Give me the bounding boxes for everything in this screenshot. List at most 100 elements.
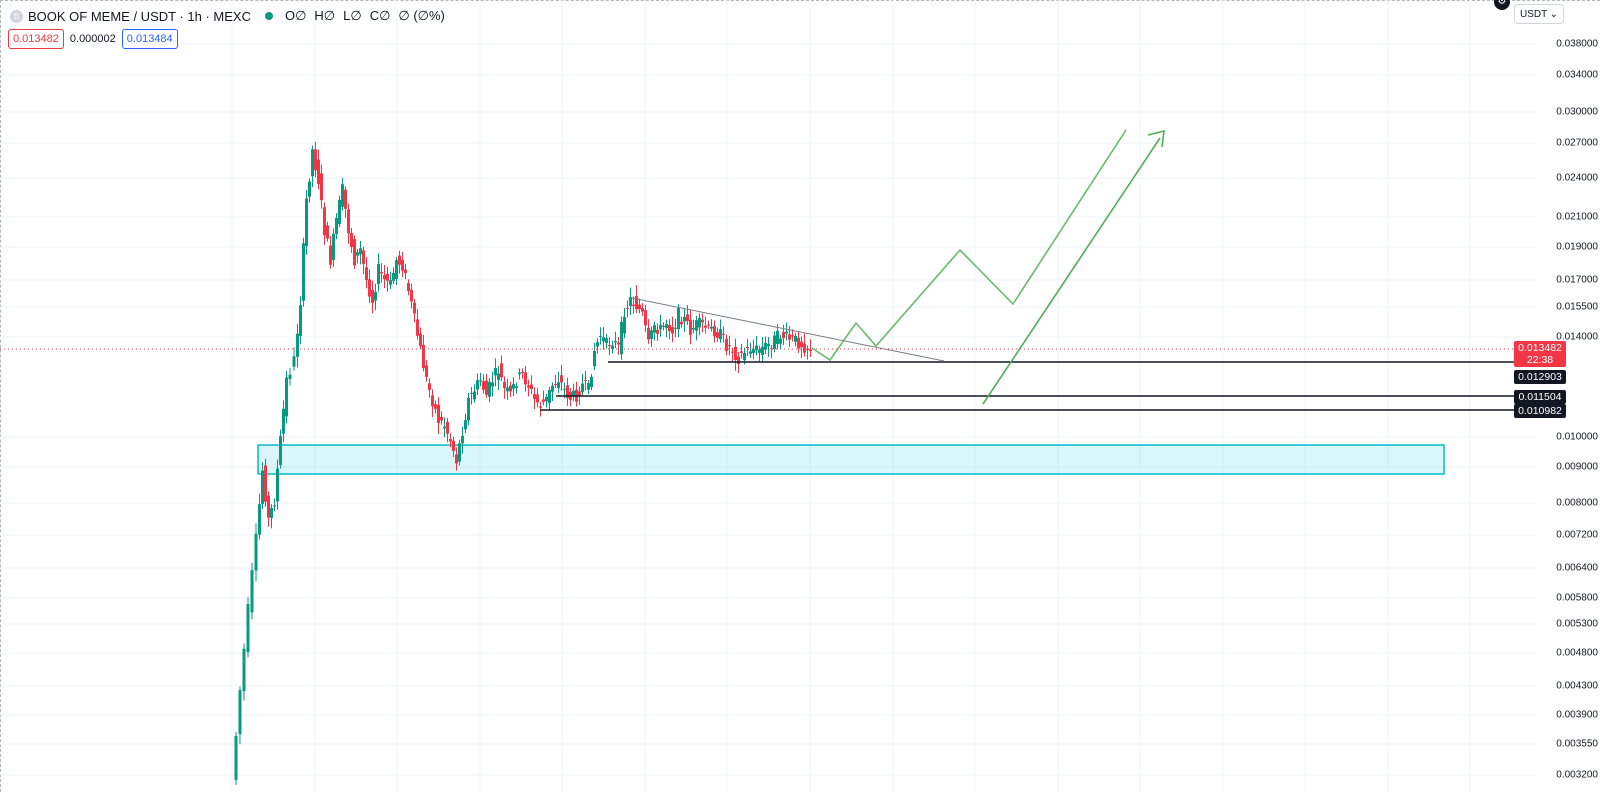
chart-plot-area[interactable]: B BOOK OF MEME / USDT · 1h · MEXC O∅ H∅ … [0, 0, 1536, 792]
candle-body [674, 327, 677, 329]
candle-body [512, 384, 515, 389]
candle-body [422, 344, 425, 369]
candle-body [473, 391, 476, 400]
candle-body [773, 335, 776, 350]
target-arrow-line[interactable] [982, 137, 1161, 405]
candle-body [683, 316, 686, 322]
candle-body [776, 330, 779, 345]
axis-tick: 0.024000 [1556, 172, 1598, 184]
ohlc-change: ∅ (∅%) [398, 8, 445, 23]
candle-body [713, 326, 716, 337]
axis-tick: 0.010000 [1556, 431, 1598, 443]
candle-body [515, 386, 518, 388]
candle-body [686, 314, 689, 321]
axis-tick: 0.003200 [1556, 769, 1598, 781]
candle-body [506, 387, 509, 392]
candle-body [659, 325, 662, 330]
candle-body [368, 279, 371, 297]
candle-body [500, 363, 503, 378]
candle-body [791, 335, 794, 337]
candle-body [647, 327, 650, 340]
candle-body [677, 308, 680, 330]
sell-price-button[interactable]: 0.013482 [8, 29, 64, 49]
candle-body [701, 319, 704, 323]
symbol-title[interactable]: BOOK OF MEME / USDT · 1h · MEXC [28, 8, 251, 24]
candle-body [285, 377, 288, 417]
candle-body [250, 570, 254, 613]
candle-body [797, 337, 800, 349]
projected-path-line[interactable] [811, 129, 1127, 362]
candle-body [416, 319, 419, 336]
candle-body [276, 468, 279, 502]
candle-body [308, 181, 311, 197]
buy-price-button[interactable]: 0.013484 [121, 29, 178, 49]
axis-tick: 0.019000 [1556, 241, 1598, 253]
level-label: 0.012903 [1514, 370, 1566, 384]
candle-body [785, 331, 788, 334]
candle-body [344, 189, 347, 209]
candle-body [644, 310, 647, 326]
candle-body [641, 308, 644, 312]
candle-body [761, 346, 764, 355]
candle-body [707, 324, 710, 326]
demand-zone-rectangle[interactable] [257, 444, 1445, 475]
candle-body [264, 465, 267, 502]
candle-body [587, 383, 590, 390]
candle-body [443, 426, 446, 429]
axis-tick: 0.009000 [1556, 461, 1598, 473]
candle-body [563, 388, 566, 390]
candle-body [374, 291, 377, 301]
candle-body [395, 260, 398, 279]
candle-body [246, 604, 250, 653]
candle-body [689, 319, 692, 335]
candle-body [566, 385, 569, 399]
chart-canvas[interactable] [0, 0, 1536, 792]
candle-body [317, 159, 320, 185]
candle-body [413, 302, 416, 314]
axis-tick: 0.004300 [1556, 680, 1598, 692]
candle-body [608, 345, 611, 347]
candle-body [267, 495, 270, 518]
descending-trendline[interactable] [631, 297, 945, 362]
candle-body [725, 339, 728, 351]
candle-body [282, 408, 285, 434]
candle-body [668, 324, 671, 332]
candle-body [734, 346, 737, 361]
candle-body [809, 349, 812, 352]
symbol-logo-icon: B [10, 9, 23, 23]
candle-body [557, 382, 560, 389]
candle-body [794, 335, 797, 342]
settings-icon[interactable]: ⚙ [1494, 0, 1510, 10]
candle-body [518, 372, 521, 375]
candle-body [536, 394, 539, 403]
candle-body [662, 325, 665, 327]
currency-select[interactable]: USDT ⌄ [1514, 4, 1564, 24]
axis-tick: 0.003900 [1556, 709, 1598, 721]
candle-body [437, 404, 440, 424]
candle-body [335, 217, 338, 234]
candle-body [680, 321, 683, 325]
candle-body [533, 394, 536, 400]
candle-body [731, 351, 734, 353]
candle-body [656, 329, 659, 334]
candle-body [380, 272, 383, 274]
candle-body [596, 342, 599, 347]
candle-body [273, 505, 276, 507]
candle-body [605, 338, 608, 343]
candle-body [377, 264, 380, 285]
candle-body [788, 334, 791, 340]
candle-body [401, 259, 404, 271]
candle-body [419, 333, 422, 347]
candle-body [524, 372, 527, 385]
axis-tick: 0.004800 [1556, 647, 1598, 659]
candle-body [461, 435, 464, 444]
live-status-icon [264, 12, 273, 20]
candle-body [292, 356, 296, 367]
candle-body [665, 324, 668, 328]
candle-body [590, 376, 593, 388]
currency-label: USDT [1520, 8, 1548, 20]
candle-body [311, 149, 314, 177]
candle-body [347, 209, 350, 234]
chevron-down-icon: ⌄ [1549, 8, 1558, 20]
candle-body [764, 343, 767, 350]
